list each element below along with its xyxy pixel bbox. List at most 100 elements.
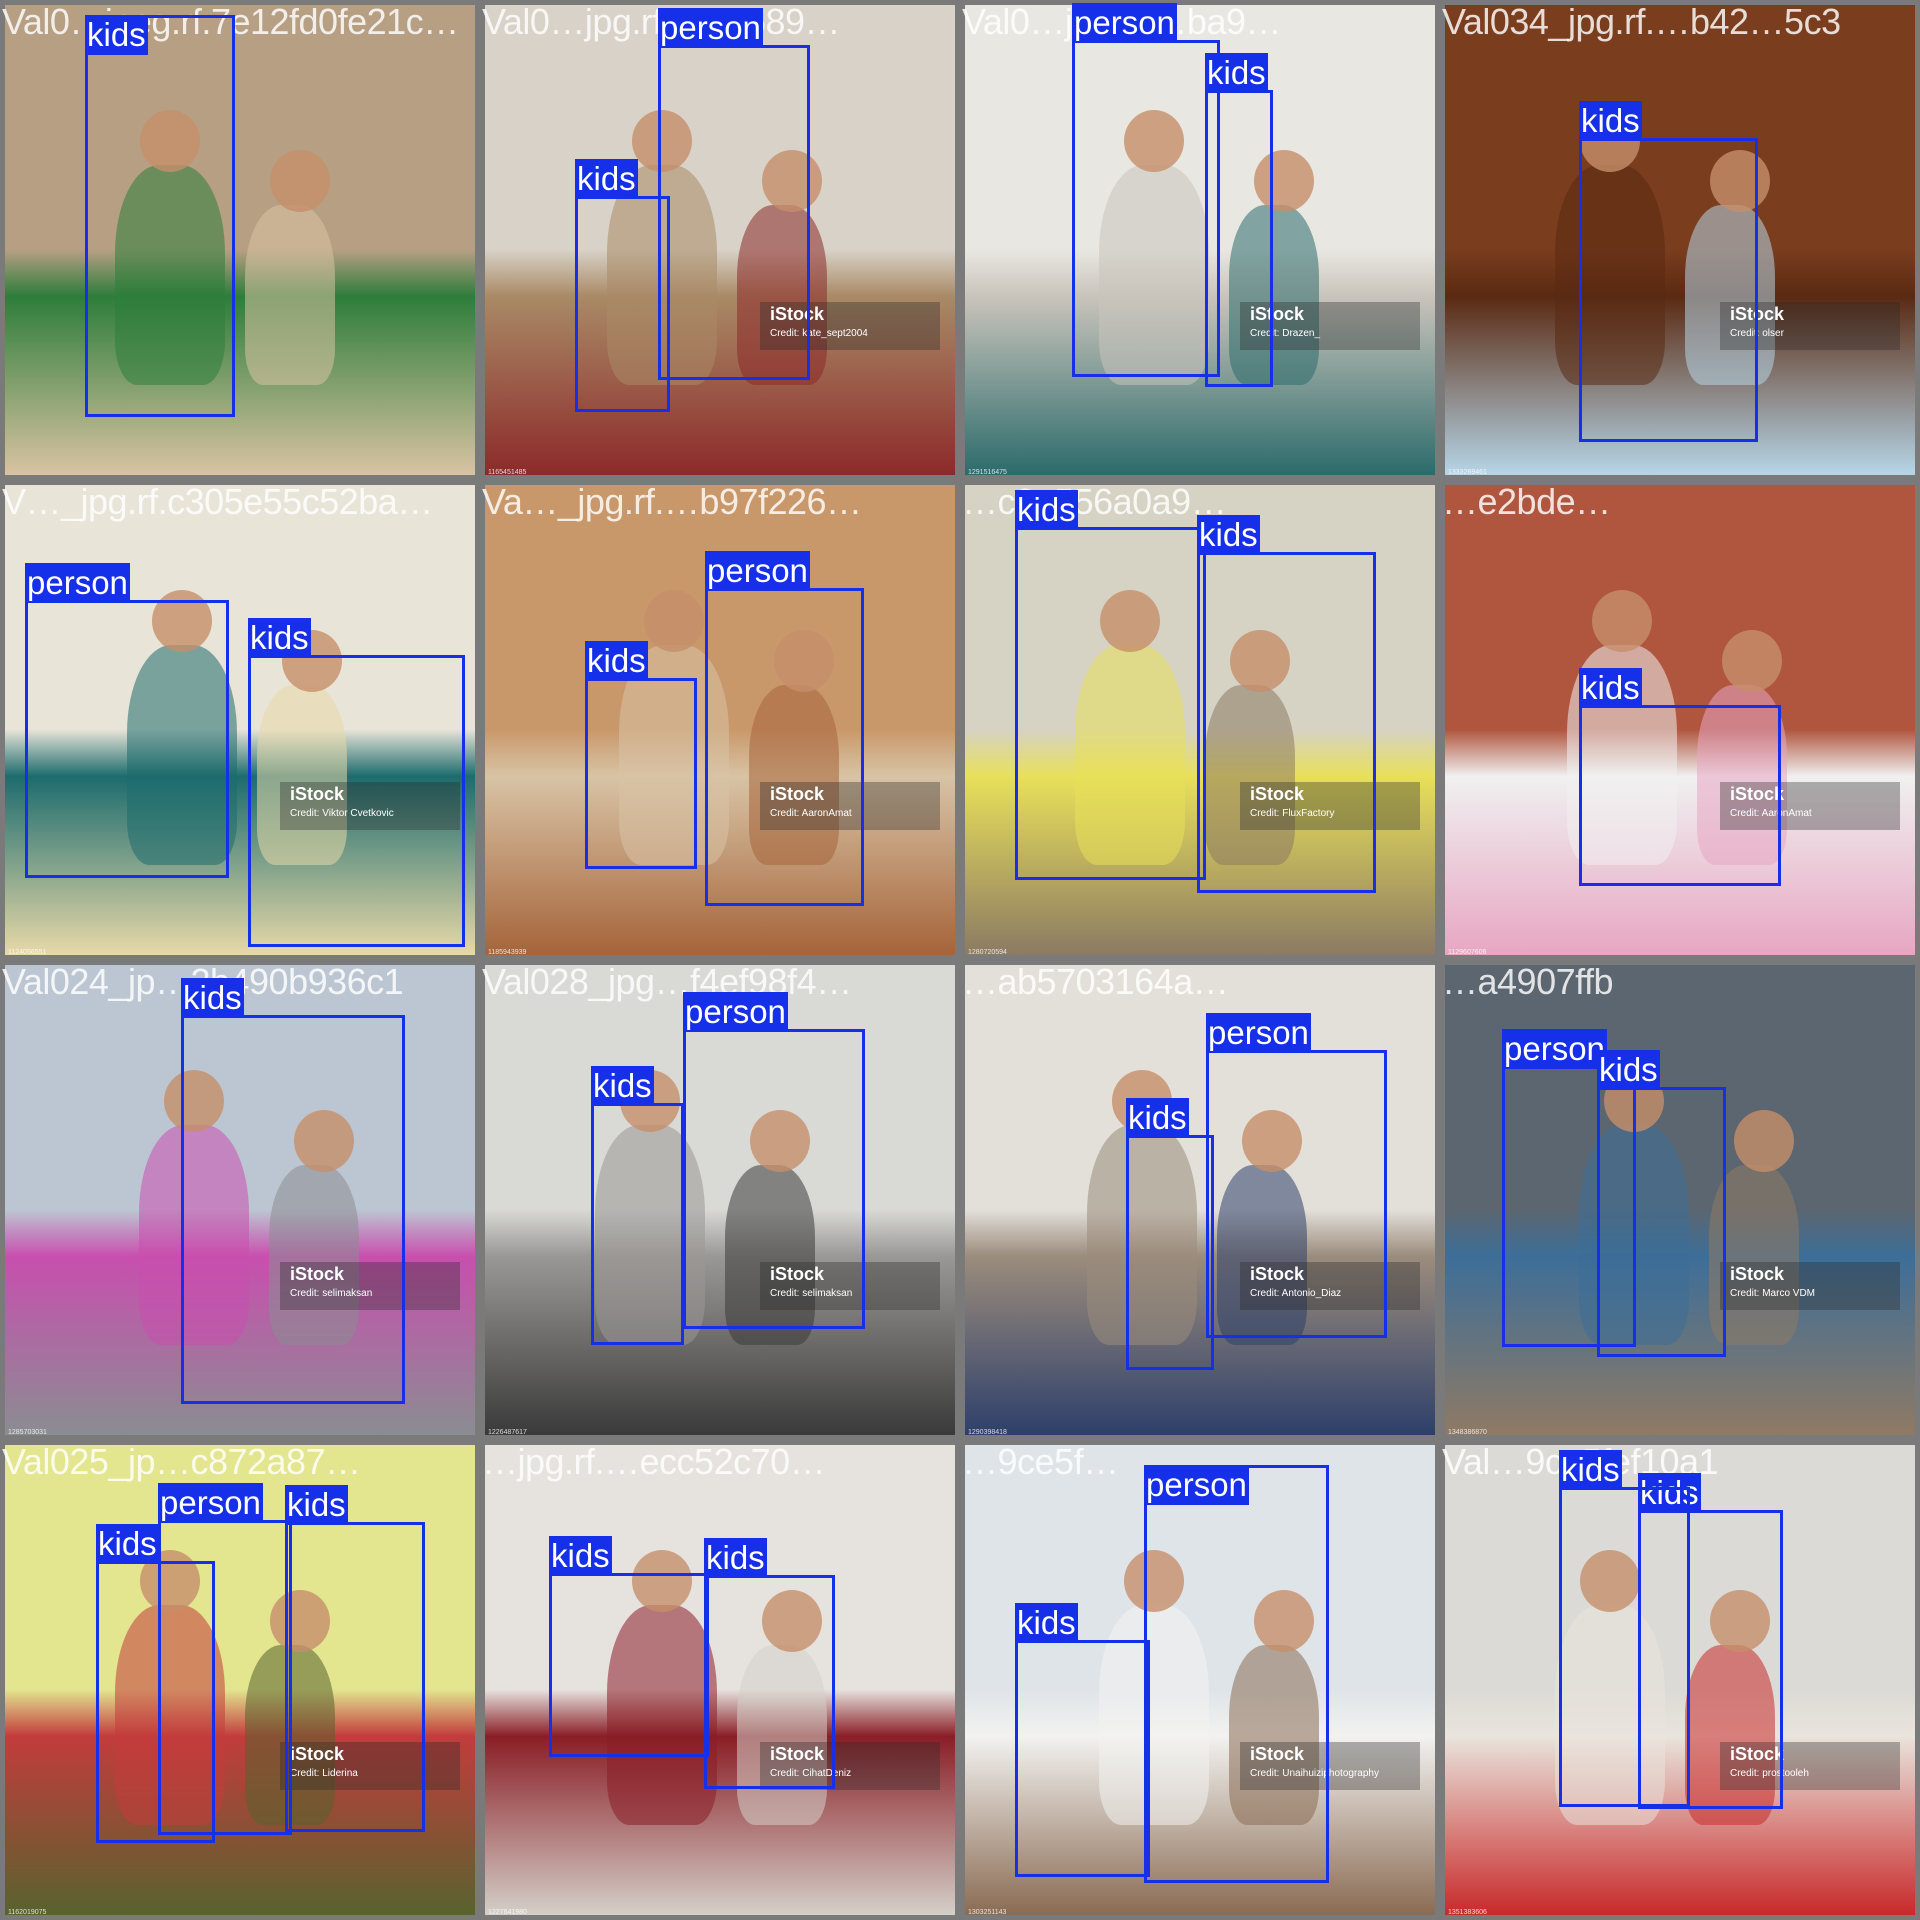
person-bounding-box: person	[158, 1483, 292, 1835]
image-filename: Va…_jpg.rf.…b97f226…	[482, 481, 862, 522]
kids-bounding-box: kids	[248, 618, 465, 947]
box-label: kids	[96, 1524, 159, 1564]
watermark-logo: iStock	[1250, 784, 1305, 804]
watermark-credit: Credit: CihatDeniz	[770, 1768, 852, 1779]
scene-photo	[965, 1445, 1435, 1915]
kids-bounding-box: kids	[96, 1524, 215, 1843]
image-filename: …e2bde…	[1442, 481, 1611, 522]
figure-silhouette	[619, 645, 729, 865]
watermark-logo: iStock	[1250, 1744, 1305, 1764]
result-tile: iStock Credit: CihatDeniz 1227641980 …jpg.r…	[480, 1440, 960, 1920]
box-label: kids	[1559, 1450, 1622, 1490]
figure-silhouette	[1099, 165, 1209, 385]
istock-watermark: iStock Credit: Liderina	[280, 1742, 460, 1790]
result-tile: Val0…jpeg.rf.7e12fd0fe21c… kids	[0, 0, 480, 480]
watermark-logo: iStock	[770, 784, 825, 804]
figure-head	[1710, 150, 1770, 212]
scene-photo	[1445, 5, 1915, 475]
figure-silhouette	[607, 1605, 717, 1825]
box-label: person	[1144, 1465, 1249, 1505]
watermark-credit: Credit: Marco VDM	[1730, 1288, 1816, 1299]
scene-photo	[485, 965, 955, 1435]
figure-head	[1124, 1550, 1184, 1612]
watermark-logo: iStock	[290, 1264, 345, 1284]
person-bounding-box: person	[1206, 1013, 1387, 1338]
kids-bounding-box: kids	[285, 1485, 425, 1832]
box-label: person	[1502, 1029, 1607, 1069]
watermark-credit: Credit: kate_sept2004	[770, 328, 868, 339]
figure-head	[774, 630, 834, 692]
kids-bounding-box: kids	[575, 159, 670, 412]
result-tile: iStock Credit: Liderina 1162019075 Val025_j…	[0, 1440, 480, 1920]
box-label: person	[683, 992, 788, 1032]
box-label: kids	[1597, 1050, 1660, 1090]
person-bounding-box: person	[1502, 1029, 1636, 1347]
watermark-logo: iStock	[1730, 1744, 1785, 1764]
watermark-credit: Credit: Drazen_	[1250, 328, 1321, 339]
person-bounding-box: person	[705, 551, 864, 906]
stock-id: 1162019075	[8, 1909, 47, 1916]
scene-photo	[965, 485, 1435, 955]
image-filename: …9ce5f…	[962, 1441, 1119, 1482]
box-label: kids	[1015, 1603, 1078, 1643]
watermark-logo: iStock	[1250, 304, 1305, 324]
istock-watermark: iStock Credit: selimaksan	[760, 1262, 940, 1310]
istock-watermark: iStock Credit: AaronAmat	[1720, 782, 1900, 830]
figure-head	[1242, 1110, 1302, 1172]
watermark-logo: iStock	[770, 304, 825, 324]
stock-id: 1226487617	[488, 1429, 527, 1436]
scene-photo	[5, 965, 475, 1435]
figure-head	[644, 590, 704, 652]
figure-silhouette	[269, 1165, 359, 1345]
figure-head	[762, 1590, 822, 1652]
kids-bounding-box: kids	[181, 978, 405, 1404]
figure-head	[632, 1550, 692, 1612]
figure-silhouette	[1555, 165, 1665, 385]
figure-silhouette	[737, 1645, 827, 1825]
box-label: kids	[549, 1536, 612, 1576]
istock-watermark: iStock Credit: prostooleh	[1720, 1742, 1900, 1790]
image-filename: …ab5703164a…	[962, 961, 1229, 1002]
person-bounding-box: person	[658, 8, 810, 380]
stock-id: 1333269461	[1448, 469, 1487, 476]
stock-id: 1285703031	[8, 1429, 47, 1436]
watermark-credit: Credit: selimaksan	[290, 1288, 373, 1299]
istock-watermark: iStock Credit: selimaksan	[280, 1262, 460, 1310]
box-label: kids	[1126, 1098, 1189, 1138]
figure-silhouette	[607, 165, 717, 385]
figure-head	[750, 1110, 810, 1172]
figure-head	[1722, 630, 1782, 692]
kids-bounding-box: kids	[1197, 515, 1376, 893]
kids-bounding-box: kids	[585, 641, 697, 869]
kids-bounding-box: kids	[1597, 1050, 1726, 1357]
stock-id: 1280720594	[968, 949, 1007, 956]
stock-id: 1124056551	[8, 949, 47, 956]
figure-silhouette	[139, 1125, 249, 1345]
watermark-credit: Credit: selimaksan	[770, 1288, 853, 1299]
figure-silhouette	[115, 165, 225, 385]
kids-bounding-box: kids	[591, 1066, 684, 1345]
box-label: kids	[285, 1485, 348, 1525]
figure-silhouette	[1087, 1125, 1197, 1345]
figure-head	[140, 110, 200, 172]
istock-watermark: iStock Credit: Antonio_Diaz	[1240, 1262, 1420, 1310]
watermark-logo: iStock	[1730, 1264, 1785, 1284]
box-label: person	[25, 563, 130, 603]
figure-silhouette	[595, 1125, 705, 1345]
result-tile: iStock Credit: Antonio_Diaz 1290398418 …ab5…	[960, 960, 1440, 1440]
person-bounding-box: person	[1144, 1465, 1329, 1883]
watermark-credit: Credit: Viktor Cvetkovic	[290, 808, 394, 819]
figure-silhouette	[1229, 205, 1319, 385]
figure-silhouette	[127, 645, 237, 865]
image-filename: …c2e556a0a9…	[962, 481, 1227, 522]
box-label: kids	[181, 978, 244, 1018]
watermark-credit: Credit: AaronAmat	[1730, 808, 1812, 819]
image-filename: …a4907ffb	[1442, 961, 1613, 1002]
watermark-credit: Credit: FluxFactory	[1250, 808, 1335, 819]
figure-head	[1254, 150, 1314, 212]
figure-silhouette	[1685, 1645, 1775, 1825]
figure-silhouette	[1685, 205, 1775, 385]
box-label: kids	[1579, 668, 1642, 708]
